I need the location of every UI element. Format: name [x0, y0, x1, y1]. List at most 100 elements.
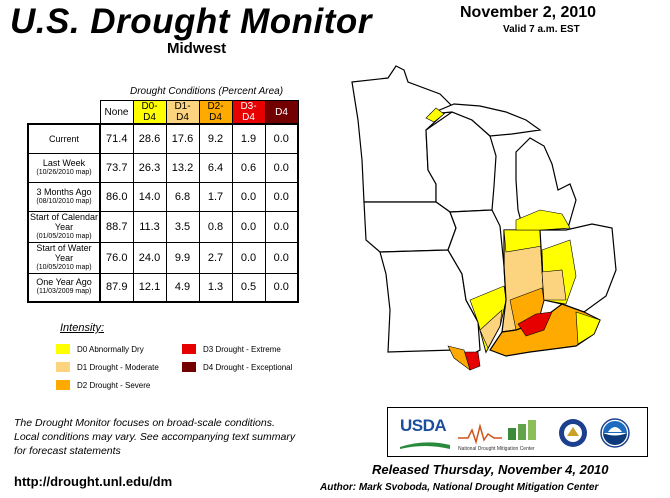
table-cell: 9.2: [198, 123, 233, 154]
column-header-d1-d4: D1-D4: [165, 100, 200, 125]
legend-swatch: [56, 362, 70, 372]
row-label-text: Last Week: [42, 157, 86, 168]
row-label: Last Week (10/26/2010 map): [27, 152, 101, 183]
legend-label: D4 Drought - Exceptional: [203, 362, 293, 372]
table-cell: 0.0: [264, 210, 299, 243]
column-header-d0-d4: D0-D4: [132, 100, 167, 125]
table-cell: 6.8: [165, 181, 200, 212]
table-row: Last Week (10/26/2010 map) 73.7 26.3 13.2 6.4…: [27, 152, 299, 183]
severe-drought-missouri-se: [447, 345, 471, 371]
footer-note-line: Local conditions may vary. See accompany…: [14, 431, 296, 443]
author-credit: Author: Mark Svoboda, National Drought M…: [320, 482, 599, 493]
row-sublabel: (08/10/2010 map): [36, 197, 92, 205]
column-header-d2-d4: D2-D4: [198, 100, 233, 125]
table-cell: 0.6: [231, 152, 266, 183]
row-label-text: 3 Months Ago: [36, 186, 92, 197]
table-cell: 71.4: [99, 123, 134, 154]
legend-swatch: [56, 344, 70, 354]
table-cell: 26.3: [132, 152, 167, 183]
ndmc-logo: National Drought Mitigation Center: [458, 416, 548, 454]
usda-logo: USDA: [400, 416, 450, 454]
table-row: 3 Months Ago (08/10/2010 map) 86.0 14.0 6.8 1…: [27, 181, 299, 212]
row-label: Current: [27, 123, 101, 154]
table-cell: 0.0: [264, 241, 299, 274]
footer-note-line: The Drought Monitor focuses on broad-sca…: [14, 417, 275, 429]
row-label-text: Start of Calendar Year: [29, 211, 99, 232]
row-label: 3 Months Ago (08/10/2010 map): [27, 181, 101, 212]
table-corner: [28, 101, 100, 125]
table-cell: 86.0: [99, 181, 134, 212]
legend-item: D2 Drought - Severe: [56, 380, 150, 390]
table-cell: 0.8: [198, 210, 233, 243]
footer-note: The Drought Monitor focuses on broad-sca…: [14, 416, 295, 458]
row-sublabel: (11/03/2009 map): [36, 288, 92, 296]
abnormally-dry-kentucky-east: [575, 311, 601, 345]
partner-logos: USDA National Drought Mitigation Center: [387, 407, 648, 457]
table-cell: 88.7: [99, 210, 134, 243]
column-header-d4: D4: [264, 100, 299, 125]
row-label: Start of Water Year (10/05/2010 map): [27, 241, 101, 274]
legend-swatch: [182, 344, 196, 354]
region-name: Midwest: [167, 40, 227, 57]
page-title: U.S. Drought Monitor: [10, 2, 372, 41]
table-cell: 0.0: [231, 241, 266, 274]
table-cell: 2.7: [198, 241, 233, 274]
table-cell: 0.0: [231, 181, 266, 212]
moderate-drought-ohio: [541, 269, 567, 301]
row-label-text: One Year Ago: [36, 277, 92, 288]
legend-swatch: [182, 362, 196, 372]
state-iowa: [363, 201, 457, 253]
table-cell: 76.0: [99, 241, 134, 274]
legend-item: D3 Drought - Extreme: [182, 344, 281, 354]
release-date: Released Thursday, November 4, 2010: [372, 462, 609, 477]
table-cell: 17.6: [165, 123, 200, 154]
table-row: One Year Ago (11/03/2009 map) 87.9 12.1 4.9 1…: [27, 272, 299, 303]
table-cell: 28.6: [132, 123, 167, 154]
ndmc-logo-text: National Drought Mitigation Center: [458, 446, 535, 452]
table-cell: 24.0: [132, 241, 167, 274]
state-michigan-upper: [429, 103, 542, 137]
table-cell: 0.0: [264, 181, 299, 212]
footer-note-line: for forecast statements: [14, 445, 121, 457]
table-cell: 0.0: [231, 210, 266, 243]
usda-swoosh-icon: [400, 442, 450, 449]
table-cell: 13.2: [165, 152, 200, 183]
state-kentucky: [489, 303, 601, 357]
table-cell: 9.9: [165, 241, 200, 274]
column-header-d3-d4: D3-D4: [231, 100, 266, 125]
table-cell: 1.9: [231, 123, 266, 154]
table-cell: 0.0: [264, 152, 299, 183]
drought-conditions-table: None D0-D4 D1-D4 D2-D4 D3-D4 D4 Current 71.4 28…: [27, 100, 299, 303]
table-cell: 73.7: [99, 152, 134, 183]
table-caption: Drought Conditions (Percent Area): [130, 86, 284, 97]
row-sublabel: (01/05/2010 map): [36, 232, 92, 240]
legend-label: D0 Abnormally Dry: [77, 344, 144, 354]
table-cell: 14.0: [132, 181, 167, 212]
row-sublabel: (10/05/2010 map): [36, 263, 92, 271]
table-cell: 6.4: [198, 152, 233, 183]
legend-label: D3 Drought - Extreme: [203, 344, 281, 354]
row-label-text: Current: [48, 133, 79, 144]
legend-swatch: [56, 380, 70, 390]
legend-item: D1 Drought - Moderate: [56, 362, 159, 372]
table-cell: 87.9: [99, 272, 134, 303]
table-cell: 3.5: [165, 210, 200, 243]
table-cell: 0.5: [231, 272, 266, 303]
row-label: One Year Ago (11/03/2009 map): [27, 272, 101, 303]
noaa-logo-icon: [600, 418, 630, 448]
commerce-seal-icon: [559, 419, 587, 447]
table-row: Current 71.4 28.6 17.6 9.2 1.9 0.0: [27, 123, 299, 154]
table-row: Start of Water Year (10/05/2010 map) 76.0 2…: [27, 241, 299, 274]
moderate-drought-illinois: [479, 309, 503, 349]
legend-item: D0 Abnormally Dry: [56, 344, 144, 354]
website-link[interactable]: http://drought.unl.edu/dm: [14, 474, 173, 489]
row-label-text: Start of Water Year: [36, 242, 92, 263]
table-cell: 0.0: [264, 272, 299, 303]
table-cell: 4.9: [165, 272, 200, 303]
row-label: Start of Calendar Year (01/05/2010 map): [27, 210, 101, 243]
legend-item: D4 Drought - Exceptional: [182, 362, 292, 372]
legend-label: D2 Drought - Severe: [77, 380, 151, 390]
extreme-drought-kentucky: [517, 311, 553, 337]
column-header-none: None: [99, 100, 134, 125]
drought-signal-icon: [458, 420, 536, 445]
